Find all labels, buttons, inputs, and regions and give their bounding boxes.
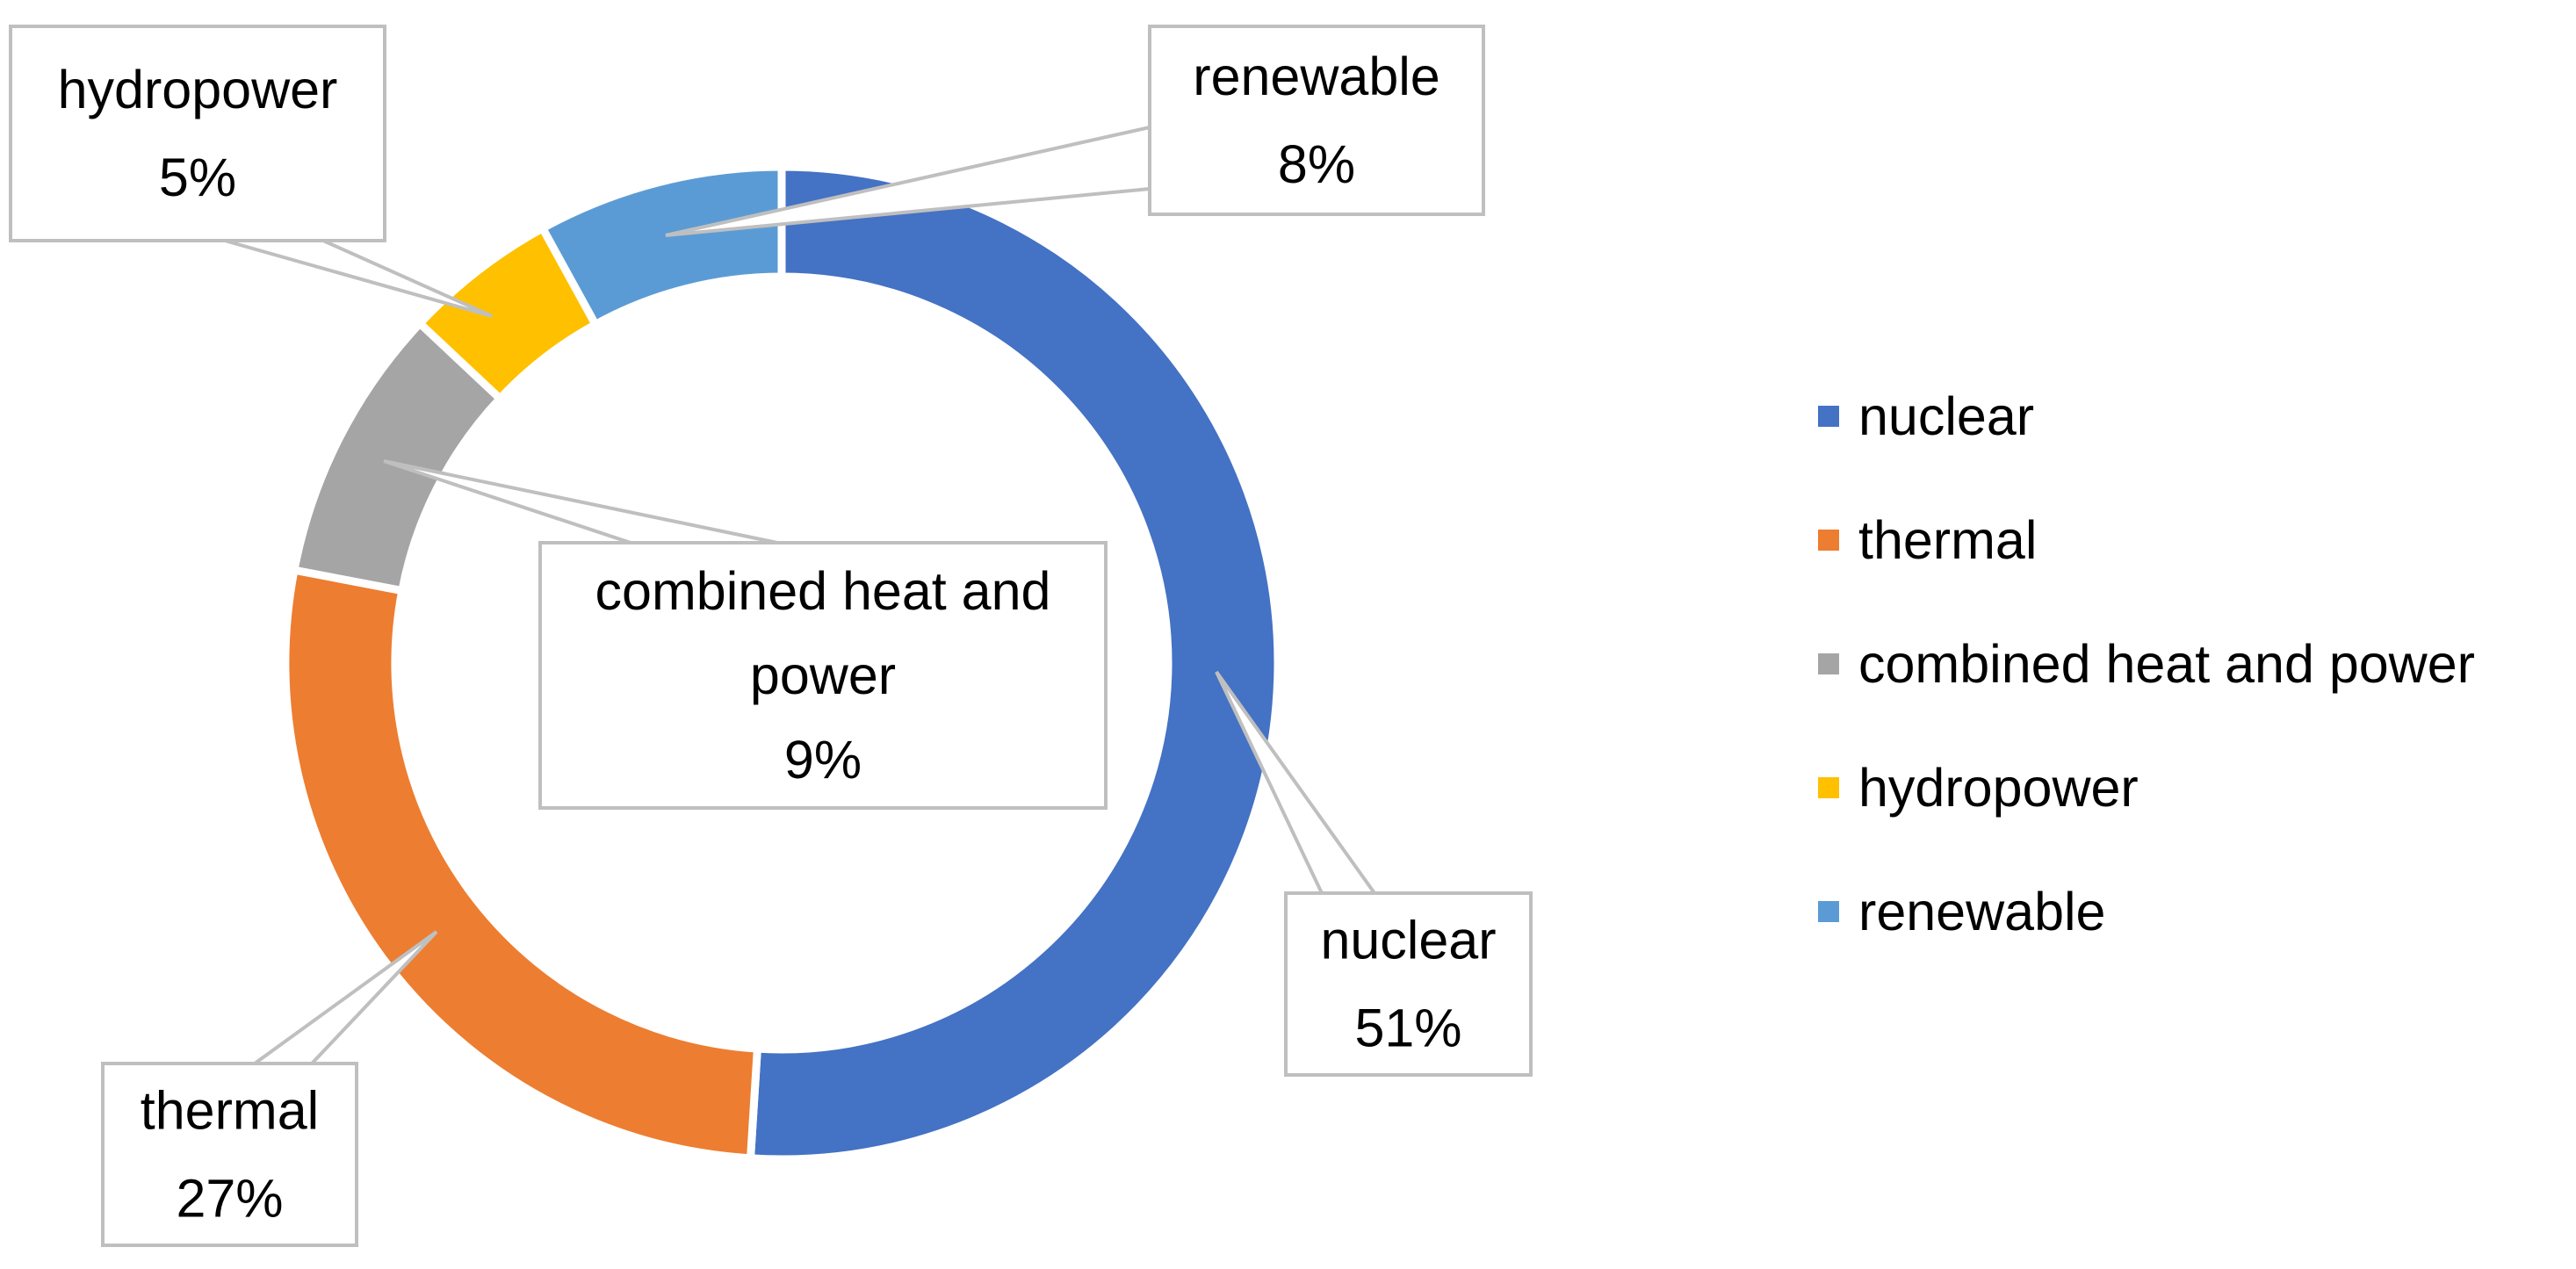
slices-layer [281,162,1282,1164]
callout-leader [383,459,778,544]
legend-item-nuclear: nuclear [1818,386,2034,446]
callout-category: nuclear [1320,911,1496,970]
slice-renewable [537,162,786,330]
legend-swatch [1818,406,1839,427]
data-label-nuclear: nuclear 51% [1215,670,1533,1077]
legend-swatch [1818,653,1839,674]
slice-nuclear [746,162,1282,1164]
callout-value: 51% [1354,999,1461,1058]
callout-value: 27% [176,1169,283,1229]
callout-category: hydropower [58,60,338,119]
data-label-renewable: renewable 8% [665,25,1485,237]
legend-item-renewable: renewable [1818,882,2105,941]
callouts-layer: nuclear 51% thermal 27% combined heat and pow… [9,25,1533,1247]
legend-item-combined-heat-and-power: combined heat and power [1818,634,2475,694]
callout-leader [224,239,493,318]
callout-category: renewable [1193,47,1440,106]
callout-box [9,25,386,242]
callout-box [1148,25,1485,216]
legend-item-hydropower: hydropower [1818,758,2139,818]
slice-thermal [281,565,762,1163]
callout-value: 5% [159,148,236,207]
data-label-hydropower: hydropower 5% [9,25,493,318]
callout-value: 8% [1278,134,1355,194]
data-label-thermal: thermal 27% [101,930,438,1247]
legend-label: thermal [1858,510,2037,570]
callout-leader [249,930,438,1065]
legend-swatch [1818,530,1839,551]
legend-swatch [1818,777,1839,798]
callout-category: combined heat and [595,561,1051,621]
legend-swatch [1818,901,1839,922]
callout-box [1284,891,1533,1077]
data-label-combined-heat-and-power: combined heat and power 9% [383,459,1108,810]
callout-value: 9% [784,730,862,790]
callout-category: thermal [141,1081,319,1141]
callout-box [538,541,1108,810]
legend-label: combined heat and power [1858,634,2475,694]
legend-item-thermal: thermal [1818,510,2037,570]
callout-box [101,1062,358,1247]
legend: nuclear thermal combined heat and power hyd… [1818,386,2475,941]
legend-label: nuclear [1858,386,2034,446]
legend-label: hydropower [1858,758,2139,818]
callout-category: power [750,645,896,705]
legend-label: renewable [1858,882,2105,941]
